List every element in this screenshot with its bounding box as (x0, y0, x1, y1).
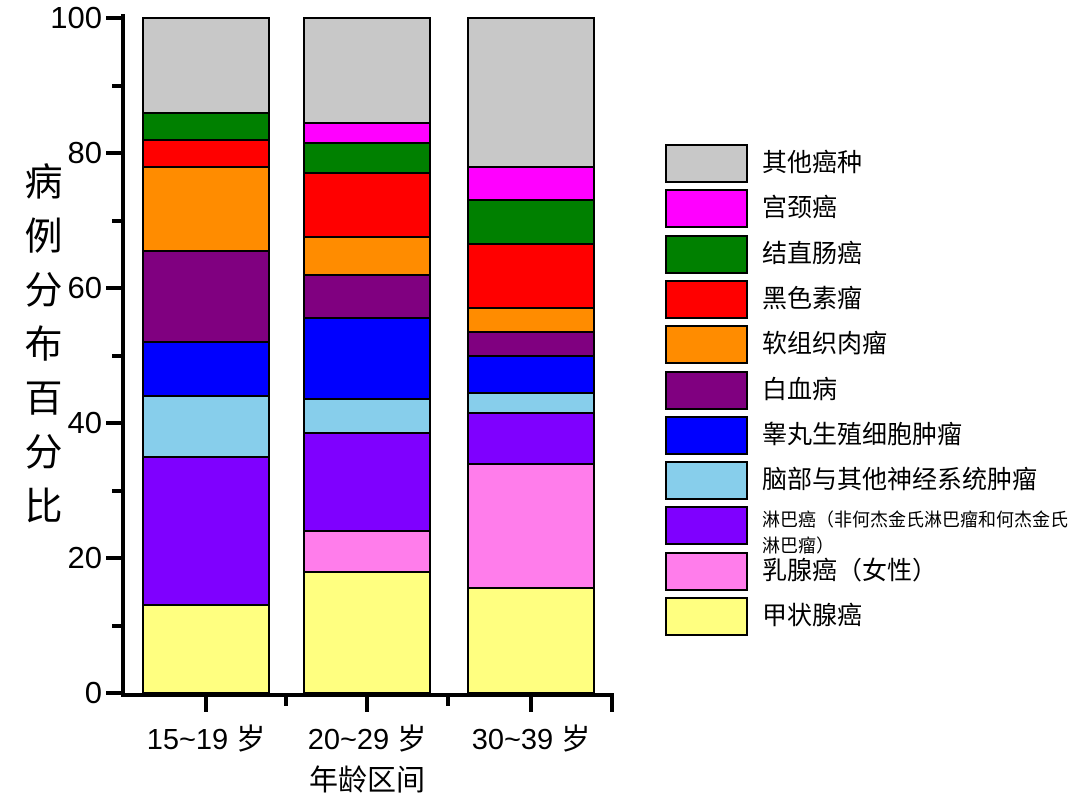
legend-label: 睾丸生殖细胞肿瘤 (762, 420, 963, 449)
legend-swatch (665, 279, 748, 319)
bar-segment (142, 604, 270, 694)
legend-swatch (665, 189, 748, 229)
x-minor-tick (284, 697, 288, 706)
y-tick-label: 60 (67, 270, 102, 305)
bar-segment (142, 165, 270, 252)
legend-label: 脑部与其他神经系统肿瘤 (762, 466, 1038, 495)
bar-segment (303, 17, 431, 124)
legend-swatch (665, 325, 748, 365)
bar-segment (467, 17, 595, 168)
bar-segment (303, 141, 431, 175)
bar-segment (303, 317, 431, 401)
legend-label: 黑色素瘤 (762, 284, 863, 313)
y-tick-label: 100 (50, 0, 102, 35)
y-major-tick (106, 286, 121, 290)
legend-swatch (665, 461, 748, 501)
legend-swatch (665, 597, 748, 636)
legend-label: 乳腺癌（女性） (762, 556, 938, 585)
legend-label: 宫颈癌 (762, 194, 838, 223)
bar-segment (467, 411, 595, 465)
legend-label: 结直肠癌 (762, 239, 863, 268)
x-major-tick (204, 697, 208, 712)
x-axis-title: 年龄区间 (308, 765, 425, 797)
bar-segment (142, 455, 270, 607)
bar-segment (467, 330, 595, 357)
bar-segment (467, 307, 595, 333)
bar-segment (142, 249, 270, 343)
y-major-tick (106, 421, 121, 425)
y-axis-title: 病例分布百分比 (18, 162, 60, 540)
x-tick-label: 15~19 岁 (146, 724, 266, 756)
bar-segment (142, 341, 270, 397)
legend-swatch (665, 415, 748, 455)
legend-label: 甲状腺癌 (762, 602, 863, 630)
legend-swatch (665, 551, 748, 591)
bar-segment (467, 391, 595, 414)
y-major-tick (106, 16, 121, 20)
bar-segment (467, 587, 595, 694)
y-minor-tick (112, 353, 121, 358)
x-tick-label: 20~29 岁 (307, 724, 427, 756)
y-major-tick (106, 556, 121, 560)
bar-segment (303, 398, 431, 435)
legend-swatch (665, 370, 748, 410)
legend-label: 淋巴癌（非何杰金氏淋巴瘤和何杰金氏淋巴瘤） (762, 510, 1068, 557)
y-minor-tick (112, 623, 121, 628)
x-major-tick (529, 697, 533, 712)
x-major-tick (365, 697, 369, 712)
legend-label: 其他癌种 (762, 149, 863, 177)
y-minor-tick (112, 83, 121, 88)
bar-segment (303, 236, 431, 276)
bar-segment (303, 273, 431, 320)
y-major-tick (106, 691, 121, 695)
x-minor-tick (446, 697, 450, 706)
y-minor-tick (112, 488, 121, 493)
y-major-tick (106, 151, 121, 155)
bar-segment (467, 354, 595, 394)
bar-segment (142, 17, 270, 114)
x-axis-end-tick (610, 697, 614, 712)
bar-segment (142, 395, 270, 458)
bar-segment (467, 462, 595, 590)
legend-swatch (665, 144, 748, 183)
y-tick-label: 0 (84, 675, 102, 710)
bar-segment (303, 172, 431, 239)
bar-segment (467, 243, 595, 310)
x-axis-line (121, 693, 614, 697)
x-tick-label: 30~39 岁 (471, 724, 591, 756)
legend-swatch (665, 234, 748, 274)
legend-label: 软组织肉瘤 (762, 330, 888, 359)
bar-segment (303, 570, 431, 694)
bar-segment (142, 138, 270, 168)
legend-swatch (665, 506, 748, 546)
bar-segment (467, 199, 595, 246)
y-minor-tick (112, 218, 121, 223)
legend-label: 白血病 (762, 375, 838, 404)
bar-segment (303, 432, 431, 532)
bar-segment (142, 111, 270, 141)
y-axis-line (121, 14, 125, 697)
y-tick-label: 80 (67, 135, 102, 170)
bar-segment (467, 165, 595, 202)
y-tick-label: 20 (67, 540, 102, 575)
bar-segment (303, 121, 431, 144)
bar-segment (303, 530, 431, 573)
y-tick-label: 40 (67, 405, 102, 440)
